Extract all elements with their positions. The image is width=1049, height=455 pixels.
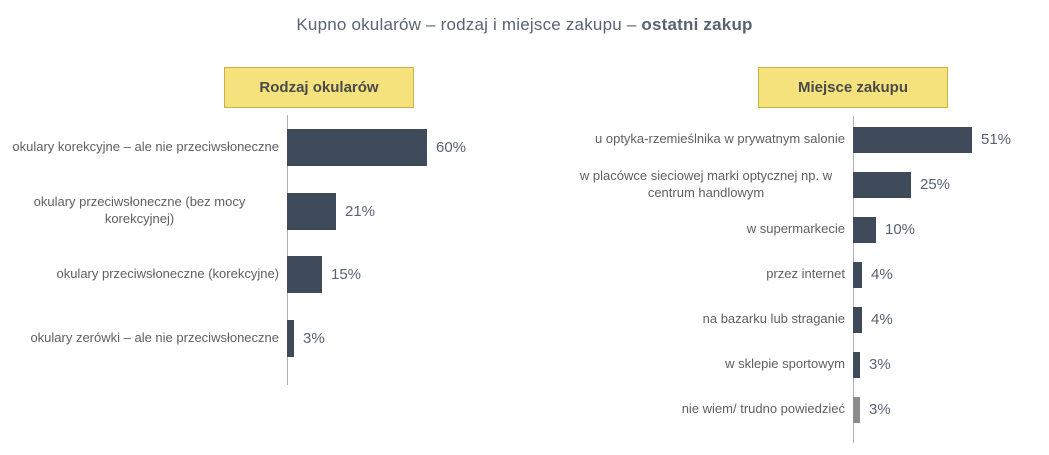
category-label-text: w sklepie sportowym (725, 356, 845, 372)
category-label: okulary korekcyjne – ale nie przeciwsłon… (0, 139, 287, 156)
bar (853, 351, 860, 378)
chart-row: okulary korekcyjne – ale nie przeciwsłon… (0, 116, 505, 180)
bar (287, 192, 336, 230)
chart-row: okulary zerówki – ale nie przeciwsłonecz… (0, 307, 505, 371)
category-label-text: przez internet (766, 266, 845, 282)
category-axis-line-left (287, 115, 288, 385)
chart-row: na bazarku lub straganie 4% (567, 297, 1049, 342)
value-label: 3% (303, 329, 325, 347)
bar (853, 216, 876, 243)
category-label-text: okulary zerówki – ale nie przeciwsłonecz… (30, 329, 279, 345)
bar (287, 319, 294, 357)
bar (287, 129, 427, 167)
category-label-text: okulary korekcyjne – ale nie przeciwsłon… (12, 139, 279, 155)
value-label: 25% (920, 176, 951, 193)
value-label: 21% (345, 202, 376, 220)
bar (853, 396, 860, 423)
value-label: 3% (869, 401, 891, 418)
chart-row: okulary przeciwsłoneczne (bez mocy korek… (0, 180, 505, 244)
value-label: 15% (331, 266, 362, 284)
category-label-text: w placówce sieciowej marki optycznej np.… (579, 167, 833, 200)
figure-title-prefix: Kupno okularów – rodzaj i miejsce zakupu… (296, 15, 642, 34)
category-label: okulary zerówki – ale nie przeciwsłonecz… (0, 330, 287, 347)
category-label: przez internet (567, 266, 853, 283)
value-label: 3% (869, 356, 891, 373)
category-label: nie wiem/ trudno powiedzieć (567, 401, 853, 418)
chart-row: u optyka-rzemieślnika w prywatnym saloni… (567, 117, 1049, 162)
category-label-text: okulary przeciwsłoneczne (korekcyjne) (56, 266, 279, 282)
category-label-text: u optyka-rzemieślnika w prywatnym saloni… (595, 131, 845, 147)
category-label: w supermarkecie (567, 221, 853, 238)
chart-row: w supermarkecie 10% (567, 207, 1049, 252)
category-label: na bazarku lub straganie (567, 311, 853, 328)
value-label: 51% (981, 131, 1012, 148)
category-label: w placówce sieciowej marki optycznej np.… (567, 168, 853, 202)
bar (853, 261, 862, 288)
chart-row: przez internet 4% (567, 252, 1049, 297)
category-label: u optyka-rzemieślnika w prywatnym saloni… (567, 131, 853, 148)
bar (853, 126, 972, 153)
chart-row: w sklepie sportowym 3% (567, 342, 1049, 387)
bar (287, 256, 322, 294)
category-label: w sklepie sportowym (567, 356, 853, 373)
value-label: 4% (871, 311, 893, 328)
chart-header-rodzaj-okularow: Rodzaj okularów (224, 67, 414, 108)
bar-group-rodzaj-okularow: okulary korekcyjne – ale nie przeciwsłon… (0, 116, 505, 370)
chart-row: okulary przeciwsłoneczne (korekcyjne) 15% (0, 243, 505, 307)
category-label-text: okulary przeciwsłoneczne (bez mocy korek… (33, 194, 246, 227)
category-label-text: nie wiem/ trudno powiedzieć (681, 401, 845, 417)
bar (853, 171, 911, 198)
category-label-text: na bazarku lub straganie (702, 311, 845, 327)
chart-row: w placówce sieciowej marki optycznej np.… (567, 162, 1049, 207)
chart-header-miejsce-zakupu: Miejsce zakupu (758, 67, 948, 108)
bar-group-miejsce-zakupu: u optyka-rzemieślnika w prywatnym saloni… (567, 117, 1049, 432)
value-label: 10% (885, 221, 916, 238)
figure-title-emphasis: ostatni zakup (641, 15, 753, 34)
chart-row: nie wiem/ trudno powiedzieć 3% (567, 387, 1049, 432)
bar (853, 306, 862, 333)
figure-title: Kupno okularów – rodzaj i miejsce zakupu… (0, 15, 1049, 35)
category-label-text: w supermarkecie (746, 221, 845, 237)
value-label: 4% (871, 266, 893, 283)
category-label: okulary przeciwsłoneczne (bez mocy korek… (0, 194, 287, 228)
category-label: okulary przeciwsłoneczne (korekcyjne) (0, 266, 287, 283)
value-label: 60% (436, 139, 467, 157)
